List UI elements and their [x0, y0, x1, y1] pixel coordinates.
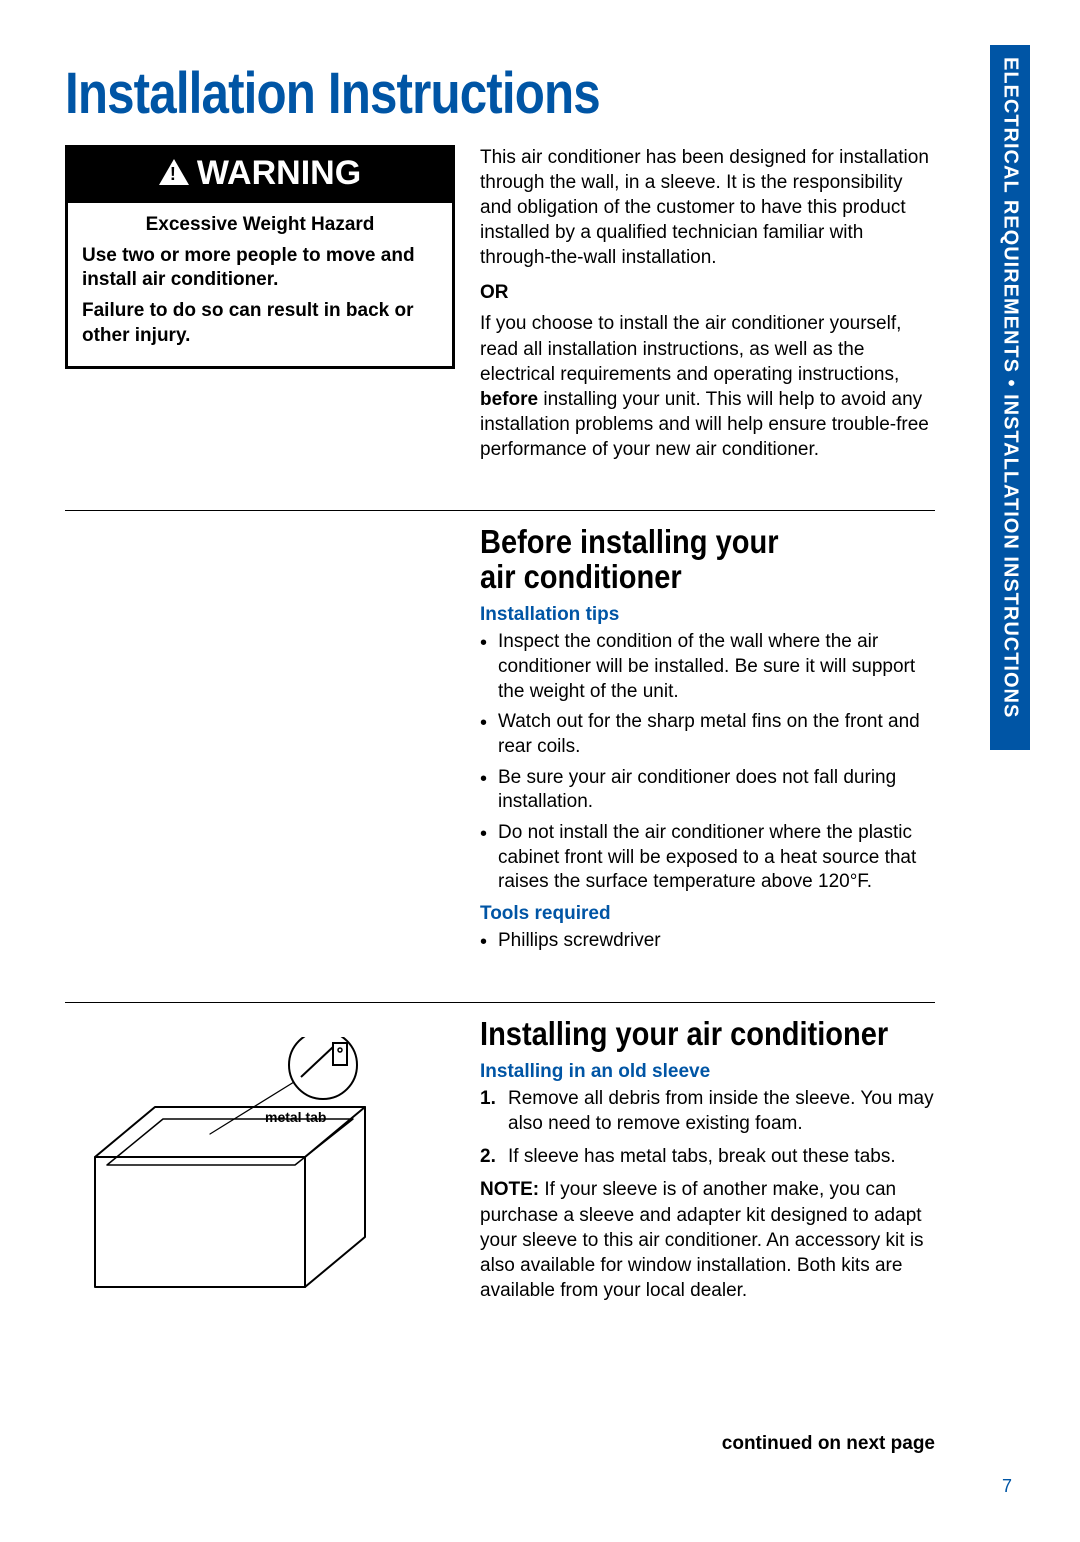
warning-line-2: Failure to do so can result in back or o… [82, 299, 438, 348]
intro-paragraph-2: If you choose to install the air conditi… [480, 311, 935, 461]
section-divider [65, 1002, 935, 1003]
step-item: If sleeve has metal tabs, break out thes… [480, 1145, 935, 1170]
diagram-label: metal tab [265, 1109, 326, 1125]
tip-item: Watch out for the sharp metal fins on th… [480, 710, 935, 759]
tip-item: Inspect the condition of the wall where … [480, 630, 935, 704]
continued-text: continued on next page [65, 1433, 935, 1455]
section-title-before: Before installing your air conditioner [480, 525, 940, 594]
warning-box: WARNING Excessive Weight Hazard Use two … [65, 145, 455, 369]
tip-item: Do not install the air conditioner where… [480, 821, 935, 895]
page-number: 7 [1002, 1476, 1012, 1497]
intro-paragraph-1: This air conditioner has been designed f… [480, 145, 935, 270]
install-steps: Remove all debris from inside the sleeve… [480, 1087, 935, 1169]
warning-triangle-icon [159, 159, 189, 185]
intro-p2-bold: before [480, 389, 538, 410]
or-label: OR [480, 280, 935, 305]
page-title: Installation Instructions [65, 60, 938, 127]
section-divider [65, 510, 935, 511]
side-tab: ELECTRICAL REQUIREMENTS • INSTALLATION I… [990, 45, 1030, 750]
tool-item: Phillips screwdriver [480, 929, 935, 954]
hazard-title: Excessive Weight Hazard [82, 213, 438, 238]
old-sleeve-head: Installing in an old sleeve [480, 1061, 935, 1083]
warning-header: WARNING [68, 148, 452, 203]
section-title-installing: Installing your air conditioner [480, 1017, 940, 1052]
tips-list: Inspect the condition of the wall where … [480, 630, 935, 895]
sleeve-diagram: metal tab [65, 1037, 455, 1302]
intro-p2-a: If you choose to install the air conditi… [480, 313, 901, 384]
warning-line-1: Use two or more people to move and insta… [82, 244, 438, 293]
warning-header-text: WARNING [197, 154, 361, 193]
note-text: If your sleeve is of another make, you c… [480, 1179, 924, 1300]
tip-item: Be sure your air conditioner does not fa… [480, 766, 935, 815]
intro-p2-b: installing your unit. This will help to … [480, 389, 929, 460]
note-label: NOTE: [480, 1179, 539, 1200]
tools-list: Phillips screwdriver [480, 929, 935, 954]
install-note: NOTE: If your sleeve is of another make,… [480, 1177, 935, 1302]
step-item: Remove all debris from inside the sleeve… [480, 1087, 935, 1136]
tools-required-head: Tools required [480, 903, 935, 925]
installation-tips-head: Installation tips [480, 604, 935, 626]
